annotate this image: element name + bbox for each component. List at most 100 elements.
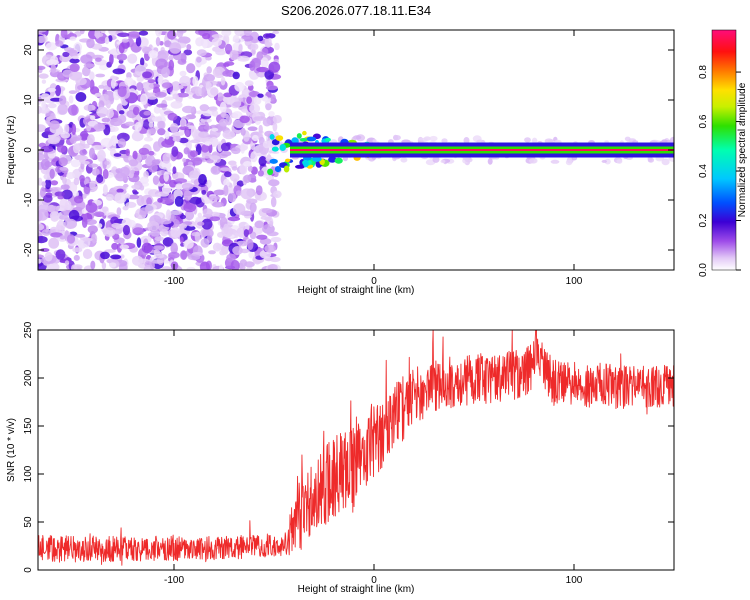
spectrogram-noise-blob — [149, 261, 155, 270]
spectrogram-noise-blob — [257, 93, 264, 98]
spectrogram-noise-blob — [46, 262, 60, 270]
spectrogram-noise-blob — [257, 170, 264, 177]
spectrogram-halo-blob — [432, 156, 440, 163]
spectrogram-noise-blob — [230, 260, 240, 270]
spectrogram-noise-blob — [101, 262, 107, 270]
y-tick-label: 150 — [23, 417, 34, 434]
spectrogram-noise-blob — [272, 122, 278, 132]
spectrogram-noise-blob — [206, 66, 212, 74]
spectrogram-noise-blob — [43, 194, 53, 203]
spectrogram-noise-blob — [40, 145, 54, 153]
spectrogram-noise-blob — [183, 147, 190, 155]
spectrogram-noise-blob — [240, 188, 254, 200]
spectrogram-noise-blob — [60, 30, 68, 39]
spectrogram-noise-blob — [172, 166, 177, 174]
spectrogram-noise-blob — [79, 175, 85, 182]
spectrogram-noise-blob — [262, 33, 272, 39]
spectrogram-noise-blob — [159, 197, 173, 205]
snr-x-axis: -100 0 100 — [164, 330, 583, 586]
spectrogram-noise-blob — [124, 121, 135, 127]
spectrogram-noise-blob — [99, 64, 109, 71]
spectrogram-noise-blob — [148, 128, 156, 135]
spectrogram-noise-blob — [48, 134, 61, 143]
spectrogram-noise-blob — [190, 157, 203, 166]
spectrogram-noise-blob — [136, 76, 144, 82]
spectrogram-noise-blob — [223, 223, 229, 235]
spectrogram-noise-blob — [266, 231, 279, 237]
spectrogram-noise-blob — [79, 130, 89, 141]
spectrogram-noise-blob — [201, 189, 207, 195]
spectrogram-noise-blob — [46, 59, 59, 66]
spectrogram-noise-blob — [246, 198, 258, 204]
spectrogram-noise-blob — [143, 110, 152, 116]
spectrogram-heatmap — [38, 30, 674, 270]
spectrogram-noise-blob — [212, 201, 224, 208]
spectrogram-noise-blob — [60, 184, 70, 191]
spectrogram-signal-blob — [267, 168, 274, 175]
spectrogram-noise-blob — [161, 67, 170, 78]
spectrogram-halo-blob — [550, 159, 560, 164]
spectrogram-noise-blob — [72, 143, 80, 154]
spectrogram-halo-blob — [601, 159, 607, 163]
spectrogram-noise-blob — [117, 32, 130, 38]
spectrogram-noise-blob — [139, 176, 149, 184]
spectrogram-noise-blob — [211, 127, 219, 132]
spectrogram-noise-blob — [125, 148, 130, 156]
spectrogram-noise-blob — [71, 264, 78, 270]
spectrogram-noise-blob — [182, 158, 187, 163]
spectrogram-noise-blob — [198, 131, 209, 138]
spectrogram-noise-blob — [88, 163, 99, 168]
spectrogram-noise-blob — [154, 236, 164, 242]
chart-title: S206.2026.077.18.11.E34 — [281, 3, 431, 18]
spectrogram-noise-blob — [270, 196, 277, 208]
spectrogram-noise-blob — [73, 177, 80, 186]
spectrogram-noise-blob — [258, 124, 263, 134]
spectrogram-noise-blob — [49, 120, 60, 130]
spectrogram-noise-blob — [171, 146, 179, 158]
spectrogram-noise-blob — [117, 114, 127, 124]
spectrogram-noise-blob — [234, 30, 246, 37]
spectrogram-noise-blob — [170, 101, 183, 109]
colorbar-ticks: 0.0 0.2 0.4 0.6 0.8 — [698, 65, 741, 277]
spectrogram-noise-blob — [249, 202, 257, 213]
spectrogram-noise-blob — [147, 79, 156, 84]
spectrogram-noise-blob — [229, 173, 240, 182]
spectrogram-noise-blob — [168, 59, 175, 71]
spectrogram-noise-blob — [69, 63, 80, 72]
spectrogram-noise-blob — [264, 42, 273, 47]
spectrogram-noise-blob — [79, 149, 88, 156]
spectrogram-noise-blob — [59, 166, 68, 171]
spectrogram-noise-blob — [216, 92, 224, 102]
spectrogram-noise-blob — [109, 262, 117, 268]
spectrogram-halo-blob — [487, 158, 493, 165]
spectrogram-noise-blob — [210, 87, 219, 96]
spectrogram-noise-blob — [102, 184, 108, 196]
x-tick-label: -100 — [164, 276, 184, 287]
spectrogram-noise-blob — [111, 222, 121, 229]
spectrogram-noise-blob — [199, 261, 210, 270]
spectrogram-noise-blob — [269, 256, 281, 263]
spectrogram-noise-blob — [180, 119, 186, 128]
spectrogram-noise-blob — [82, 193, 87, 199]
spectrogram-noise-blob — [45, 42, 58, 51]
spectrogram-noise-blob — [224, 171, 232, 178]
spectrogram-noise-blob — [213, 189, 226, 196]
spectrogram-noise-blob — [172, 93, 179, 100]
spectrogram-signal-blob — [324, 137, 331, 142]
spectrogram-signal-blob — [306, 136, 317, 142]
spectrogram-noise-blob — [122, 224, 131, 236]
spectrogram-noise-blob — [68, 90, 77, 94]
spectrogram-noise-blob — [256, 66, 269, 73]
spectrogram-noise-blob — [131, 184, 141, 189]
spectrogram-noise-blob — [272, 190, 282, 199]
spectrogram-noise-blob — [157, 191, 170, 197]
spectrogram-halo-blob — [531, 137, 538, 144]
spectrogram-noise-blob — [150, 229, 161, 237]
spectrogram-noise-blob — [82, 237, 93, 242]
spectrogram-noise-blob — [269, 220, 274, 228]
spectrogram-noise-blob — [217, 141, 223, 153]
spectrogram-noise-blob — [104, 36, 110, 45]
spectrogram-noise-blob — [232, 71, 240, 80]
spectrogram-noise-blob — [264, 216, 272, 222]
